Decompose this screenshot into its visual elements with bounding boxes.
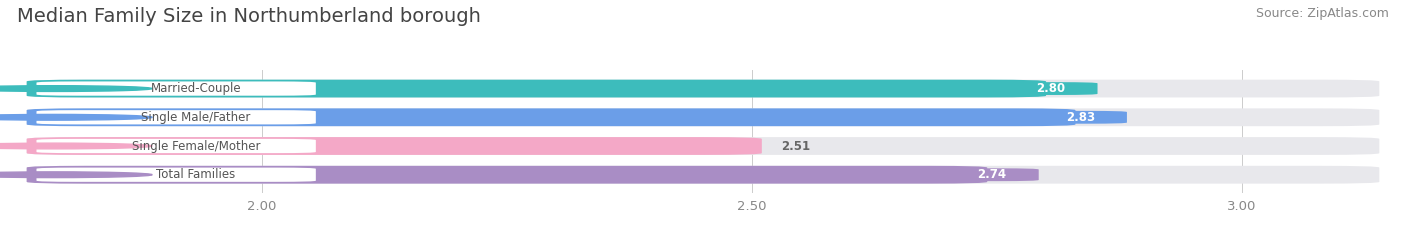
Circle shape <box>0 86 152 91</box>
Text: Married-Couple: Married-Couple <box>150 82 240 95</box>
FancyBboxPatch shape <box>27 108 1379 126</box>
Text: 2.51: 2.51 <box>782 140 810 153</box>
FancyBboxPatch shape <box>37 110 316 124</box>
FancyBboxPatch shape <box>27 137 762 155</box>
FancyBboxPatch shape <box>27 137 1379 155</box>
Text: 2.83: 2.83 <box>1066 111 1095 124</box>
Text: Source: ZipAtlas.com: Source: ZipAtlas.com <box>1256 7 1389 20</box>
FancyBboxPatch shape <box>1024 111 1128 124</box>
FancyBboxPatch shape <box>27 80 1046 97</box>
FancyBboxPatch shape <box>27 166 1379 184</box>
Text: 2.80: 2.80 <box>1036 82 1066 95</box>
FancyBboxPatch shape <box>936 168 1039 181</box>
Circle shape <box>0 143 152 149</box>
Circle shape <box>0 172 152 178</box>
FancyBboxPatch shape <box>27 166 987 184</box>
Circle shape <box>0 114 152 120</box>
Text: 2.74: 2.74 <box>977 168 1007 181</box>
FancyBboxPatch shape <box>27 108 1076 126</box>
FancyBboxPatch shape <box>27 80 1379 97</box>
FancyBboxPatch shape <box>994 82 1098 95</box>
FancyBboxPatch shape <box>37 139 316 153</box>
Text: Single Male/Father: Single Male/Father <box>141 111 250 124</box>
Text: Single Female/Mother: Single Female/Mother <box>132 140 260 153</box>
Text: Median Family Size in Northumberland borough: Median Family Size in Northumberland bor… <box>17 7 481 26</box>
FancyBboxPatch shape <box>37 82 316 96</box>
Text: Total Families: Total Families <box>156 168 235 181</box>
FancyBboxPatch shape <box>37 168 316 182</box>
